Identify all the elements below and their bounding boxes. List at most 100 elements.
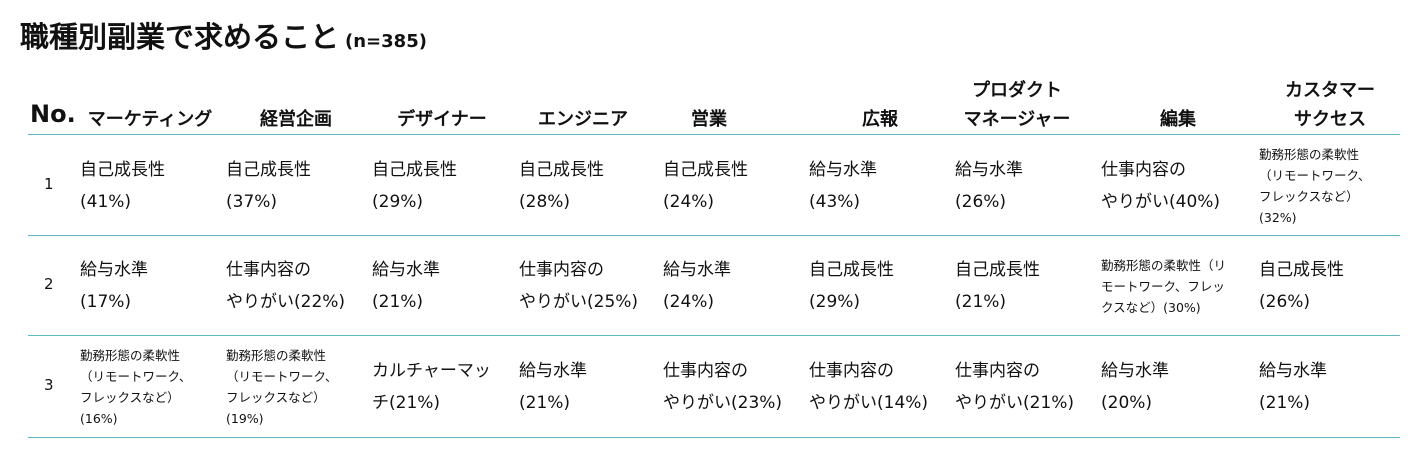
cell-line: 仕事内容の — [1101, 159, 1186, 180]
cell-line: (29%) — [372, 191, 424, 212]
cell-line: (17%) — [80, 292, 132, 312]
cell-line: (26%) — [955, 191, 1007, 212]
cell-line: 仕事内容の — [809, 361, 894, 381]
cell-line: (16%) — [80, 411, 118, 426]
cell-line: (28%) — [519, 191, 571, 212]
page-title: 職種別副業で求めること (n=385) — [20, 14, 427, 56]
table-cell: 仕事内容のやりがい(14%) — [809, 355, 928, 419]
cell-line: フレックスなど） — [226, 390, 326, 405]
table-cell: 自己成長性 (41%) — [80, 154, 165, 218]
table-cell: 自己成長性 (29%) — [372, 154, 457, 218]
table-cell: 勤務形態の柔軟性 （リモートワーク、 フレックスなど） (16%) — [80, 345, 191, 429]
table-cell: 給与水準 (20%) — [1101, 355, 1169, 419]
cell-line: 給与水準 — [809, 159, 877, 180]
cell-line: 給与水準 — [663, 260, 731, 280]
cell-line: 勤務形態の柔軟性 — [80, 348, 181, 363]
title-text: 職種別副業で求めること — [20, 20, 340, 54]
row-divider — [28, 235, 1400, 236]
table-cell: 仕事内容のやりがい(22%) — [226, 254, 345, 318]
column-header-9-line-2: サクセス — [1294, 109, 1366, 130]
column-header-9-line-1: カスタマー — [1285, 80, 1375, 101]
table-cell: 仕事内容のやりがい(23%) — [663, 355, 782, 419]
cell-line: 自己成長性 — [809, 260, 894, 280]
cell-line: 仕事内容の — [519, 260, 604, 280]
table-cell: カルチャーマッ チ(21%) — [372, 355, 491, 419]
cell-line: 勤務形態の柔軟性 — [226, 348, 327, 363]
table-cell: 給与水準 (26%) — [955, 154, 1023, 218]
cell-line: やりがい(23%) — [663, 393, 783, 413]
cell-line: やりがい(25%) — [519, 292, 639, 312]
column-header-5-line-2: 営業 — [691, 109, 727, 130]
cell-line: モートワーク、フレッ — [1101, 278, 1225, 294]
cell-line: 自己成長性 — [663, 159, 748, 180]
table-cell: 仕事内容のやりがい(40%) — [1101, 154, 1220, 218]
table-cell: 自己成長性 (26%) — [1259, 254, 1344, 318]
column-header-1-line-2: マーケティング — [87, 109, 213, 130]
cell-line: (41%) — [80, 191, 132, 212]
cell-line: やりがい(14%) — [809, 393, 929, 413]
cell-line: やりがい(22%) — [226, 292, 346, 312]
table-cell: 給与水準 (24%) — [663, 254, 731, 318]
cell-line: 仕事内容の — [226, 260, 311, 280]
table-cell: 勤務形態の柔軟性（リ モートワーク、フレッ クスなど）(30%) — [1101, 255, 1226, 318]
cell-line: (37%) — [226, 191, 278, 212]
cell-line: 自己成長性 — [80, 159, 165, 180]
sample-size: (n=385) — [345, 31, 427, 52]
cell-line: やりがい(40%) — [1101, 191, 1221, 212]
header-no: No. — [30, 100, 76, 128]
cell-line: 給与水準 — [955, 159, 1023, 180]
cell-line: (21%) — [372, 292, 424, 312]
cell-line: フレックスなど） — [80, 390, 180, 405]
row-number: 2 — [44, 275, 54, 293]
table-cell: 給与水準 (17%) — [80, 254, 148, 318]
column-header-4-line-2: エンジニア — [538, 109, 628, 130]
cell-line: 勤務形態の柔軟性 — [1259, 146, 1360, 162]
table-cell: 仕事内容のやりがい(25%) — [519, 254, 638, 318]
table-cell: 自己成長性 (24%) — [663, 154, 748, 218]
table-cell: 給与水準 (21%) — [1259, 355, 1327, 419]
cell-line: (26%) — [1259, 292, 1311, 312]
cell-line: 給与水準 — [80, 260, 148, 280]
column-header-7-line-1: プロダクト — [972, 80, 1062, 101]
table-cell: 給与水準 (21%) — [372, 254, 440, 318]
column-header-3-line-2: デザイナー — [397, 109, 487, 130]
column-header-8-line-2: 編集 — [1160, 109, 1196, 130]
cell-line: チ(21%) — [372, 393, 441, 413]
table-cell: 仕事内容のやりがい(21%) — [955, 355, 1074, 419]
column-header-2-line-2: 経営企画 — [260, 109, 332, 130]
column-header-6-line-2: 広報 — [862, 109, 898, 130]
cell-line: （リモートワーク、 — [80, 369, 192, 384]
table-cell: 勤務形態の柔軟性 （リモートワーク、 フレックスなど） (19%) — [226, 345, 337, 429]
cell-line: 給与水準 — [372, 260, 440, 280]
cell-line: フレックスなど） — [1259, 188, 1359, 204]
cell-line: 自己成長性 — [1259, 260, 1344, 280]
row-number: 1 — [44, 174, 54, 193]
table-cell: 自己成長性 (28%) — [519, 154, 604, 218]
table-cell: 自己成長性 (29%) — [809, 254, 894, 318]
table-cell: 自己成長性 (37%) — [226, 154, 311, 218]
cell-line: 給与水準 — [1259, 361, 1327, 381]
cell-line: (19%) — [226, 411, 264, 426]
cell-line: 仕事内容の — [663, 361, 748, 381]
row-divider — [28, 335, 1400, 336]
table-cell: 給与水準 (21%) — [519, 355, 587, 419]
table-cell: 給与水準 (43%) — [809, 154, 877, 218]
cell-line: 仕事内容の — [955, 361, 1040, 381]
cell-line: 自己成長性 — [519, 159, 604, 180]
cell-line: (24%) — [663, 191, 715, 212]
cell-line: やりがい(21%) — [955, 393, 1075, 413]
row-divider — [28, 134, 1400, 135]
cell-line: （リモートワーク、 — [1259, 167, 1371, 183]
cell-line: 給与水準 — [519, 361, 587, 381]
cell-line: (29%) — [809, 292, 861, 312]
cell-line: 自己成長性 — [372, 159, 457, 180]
cell-line: (24%) — [663, 292, 715, 312]
table-cell: 自己成長性 (21%) — [955, 254, 1040, 318]
cell-line: 自己成長性 — [955, 260, 1040, 280]
cell-line: 勤務形態の柔軟性（リ — [1101, 257, 1227, 273]
cell-line: カルチャーマッ — [372, 361, 491, 381]
column-header-7-line-2: マネージャー — [963, 109, 1071, 130]
cell-line: (21%) — [519, 393, 571, 413]
cell-line: 給与水準 — [1101, 361, 1169, 381]
row-divider — [28, 437, 1400, 438]
